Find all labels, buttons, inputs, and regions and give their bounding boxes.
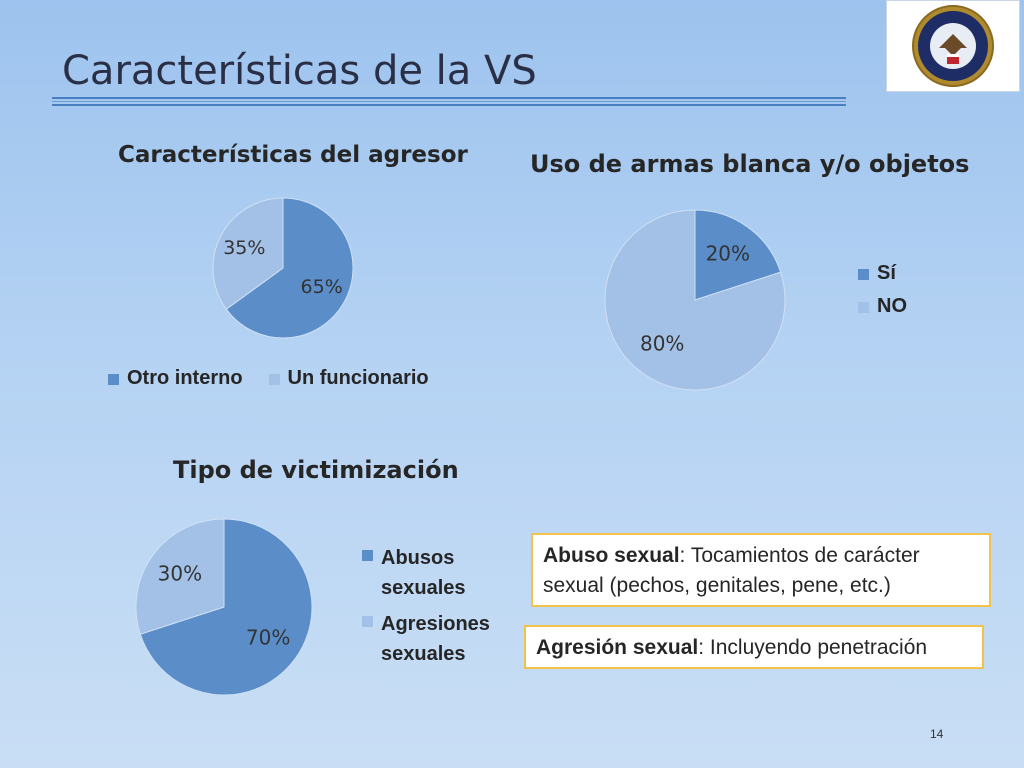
definition-abuso-sexual: Abuso sexual: Tocamientos de carácter se… — [531, 533, 991, 607]
slide-title: Características de la VS — [62, 48, 537, 94]
chart-title-armas: Uso de armas blanca y/o objetos — [530, 150, 970, 178]
pie-slice-2 — [135, 518, 225, 635]
pie-chart-agresor: 65% 35% — [212, 197, 354, 339]
legend-label: Abusos sexuales — [381, 547, 466, 599]
legend-item-no: NO — [858, 295, 907, 318]
pie-data-label-1: 20% — [706, 241, 750, 265]
chart-title-agresor: Características del agresor — [118, 142, 468, 168]
legend-item-otro-interno: Otro interno — [108, 367, 243, 390]
definition-text: : Tocamientos de carácter sexual (pechos… — [543, 544, 920, 598]
pie-slice-1 — [694, 209, 782, 301]
pie-data-label-2: 80% — [640, 332, 684, 356]
legend-label: Sí — [877, 262, 896, 284]
pie-slice-2 — [212, 197, 284, 310]
legend-swatch — [362, 550, 373, 561]
pie-data-label-2: 30% — [158, 561, 202, 585]
legend-swatch — [858, 302, 869, 313]
seal-icon — [912, 5, 994, 87]
legend-item-funcionario: Un funcionario — [268, 367, 429, 390]
title-divider — [52, 97, 846, 106]
pie-slice-2 — [604, 209, 786, 391]
legend-swatch — [858, 269, 869, 280]
legend-item-si: Sí — [858, 262, 907, 285]
definition-text: : Incluyendo penetración — [698, 636, 928, 659]
legend-label: Un funcionario — [287, 367, 429, 389]
pie-slice-1 — [139, 518, 313, 696]
definition-agresion-sexual: Agresión sexual: Incluyendo penetración — [524, 625, 984, 669]
legend-victimizacion: Abusos sexuales Agresiones sexuales — [362, 543, 512, 679]
pie-data-label-2: 35% — [223, 237, 265, 259]
legend-swatch — [268, 374, 280, 385]
legend-item-abusos: Abusos sexuales — [362, 543, 512, 603]
legend-swatch — [362, 616, 373, 627]
legend-item-agresiones: Agresiones sexuales — [362, 609, 512, 669]
definition-term: Abuso sexual — [543, 544, 680, 567]
definition-term: Agresión sexual — [536, 636, 699, 659]
chart-title-victimizacion: Tipo de victimización — [173, 456, 459, 484]
page-number: 14 — [930, 727, 944, 741]
legend-label: Agresiones sexuales — [381, 613, 490, 665]
doj-seal-logo — [886, 0, 1020, 92]
pie-chart-armas: 20% 80% — [604, 209, 786, 391]
pie-data-label-1: 65% — [301, 276, 343, 298]
pie-data-label-1: 70% — [246, 626, 290, 650]
legend-armas: Sí NO — [858, 262, 907, 328]
pie-slice-1 — [225, 197, 354, 339]
legend-label: Otro interno — [127, 367, 243, 389]
legend-agresor: Otro interno Un funcionario — [108, 367, 455, 390]
pie-chart-victimizacion: 70% 30% — [135, 518, 313, 696]
legend-label: NO — [877, 295, 907, 317]
legend-swatch — [108, 374, 119, 385]
